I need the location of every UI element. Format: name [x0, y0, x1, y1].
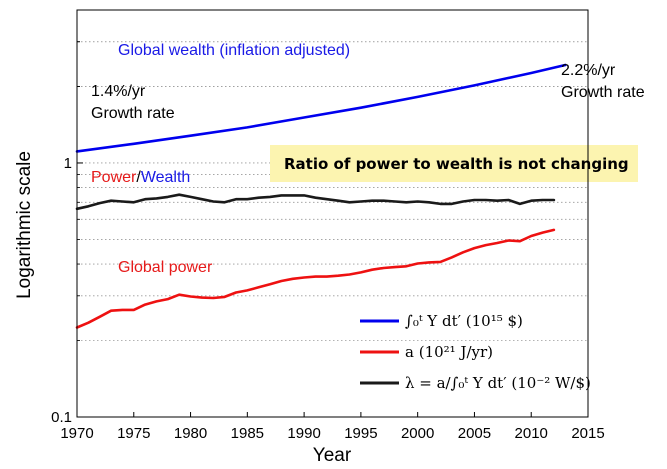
series-line-ratio: [75, 193, 556, 211]
rate-right-value: 2.2%/yr: [561, 62, 616, 79]
x-tick-label: 2005: [458, 425, 491, 442]
x-tick-label: 1995: [344, 425, 377, 442]
rate-right-label: Growth rate: [561, 84, 645, 101]
plot-background: [77, 10, 588, 417]
legend-label-ratio: λ = a/∫₀ᵗ Y dt′ (10⁻² W/$): [405, 374, 591, 392]
power-title: Global power: [118, 259, 213, 276]
ratio-title-wealth: Wealth: [141, 169, 191, 186]
x-tick-label: 1970: [60, 425, 93, 442]
x-tick-label: 1985: [231, 425, 264, 442]
x-axis-title: Year: [313, 445, 352, 466]
y-tick-label: 0.1: [51, 409, 72, 426]
x-axis-ticks: 1970 1975 1980 1985 1990 1995 2000 2005 2010 2015: [60, 412, 605, 442]
y-axis-title: Logarithmic scale: [14, 151, 35, 299]
callout-box: [270, 145, 638, 182]
legend-label-power: a (10²¹ J/yr): [405, 343, 493, 361]
ratio-title-slash: /: [136, 169, 141, 186]
x-tick-label: 2010: [515, 425, 548, 442]
x-tick-label: 1975: [117, 425, 150, 442]
wealth-title: Global wealth (inflation adjusted): [118, 42, 350, 59]
legend-label-wealth: ∫₀ᵗ Y dt′ (10¹⁵ $): [405, 312, 523, 330]
x-tick-label: 1980: [174, 425, 207, 442]
y-tick-label: 1: [64, 155, 72, 172]
ratio-title-power: Power: [91, 169, 137, 186]
callout-text: Ratio of power to wealth is not changing: [284, 155, 629, 173]
plot-frame: [76, 9, 589, 418]
legend: ∫₀ᵗ Y dt′ (10¹⁵ $) a (10²¹ J/yr) λ = a/∫…: [360, 312, 591, 392]
x-tick-label: 1990: [287, 425, 320, 442]
ratio-title: Power/Wealth: [91, 169, 190, 186]
series-line-wealth: [75, 63, 567, 153]
x-tick-label: 2015: [571, 425, 604, 442]
series-line-power: [75, 228, 556, 329]
rate-left-value: 1.4%/yr: [91, 83, 146, 100]
series-layer: [75, 63, 567, 329]
y-axis-ticks: 10.1: [51, 9, 83, 426]
rate-left-label: Growth rate: [91, 105, 175, 122]
x-tick-label: 2000: [401, 425, 434, 442]
